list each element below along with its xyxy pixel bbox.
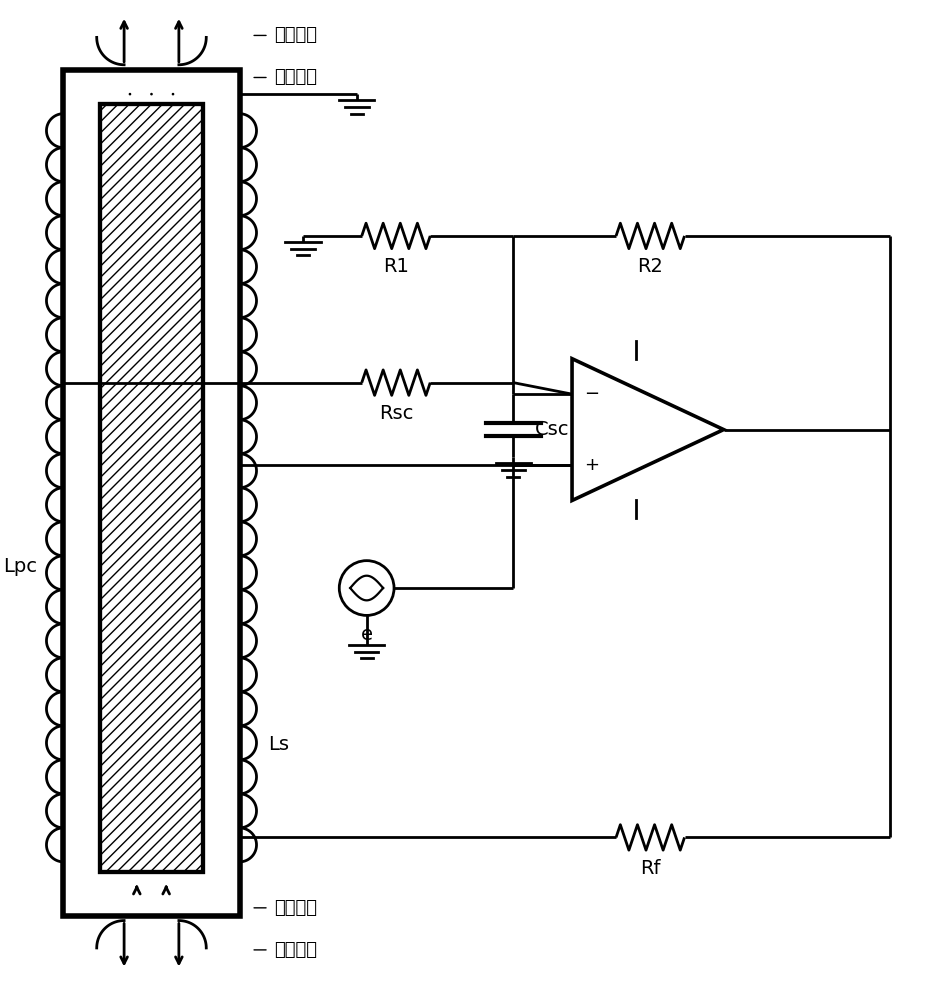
Text: Rf: Rf (640, 859, 661, 878)
Text: R2: R2 (638, 257, 663, 276)
Text: Rsc: Rsc (379, 404, 413, 423)
Bar (100, 104, 203, 872)
Text: e: e (361, 625, 373, 644)
Text: Lpc: Lpc (3, 557, 37, 576)
Text: 反馈磁场: 反馈磁场 (273, 899, 317, 917)
Bar (100, 104, 203, 872)
Text: 外部磁场: 外部磁场 (273, 26, 317, 44)
Text: Ls: Ls (269, 735, 289, 754)
Text: +: + (584, 456, 599, 474)
Bar (64, 70, 239, 916)
Text: 反馈磁场: 反馈磁场 (273, 68, 317, 86)
Text: R1: R1 (383, 257, 409, 276)
Text: 外部磁场: 外部磁场 (273, 941, 317, 959)
Text: −: − (584, 385, 599, 403)
Text: Csc: Csc (535, 420, 569, 439)
